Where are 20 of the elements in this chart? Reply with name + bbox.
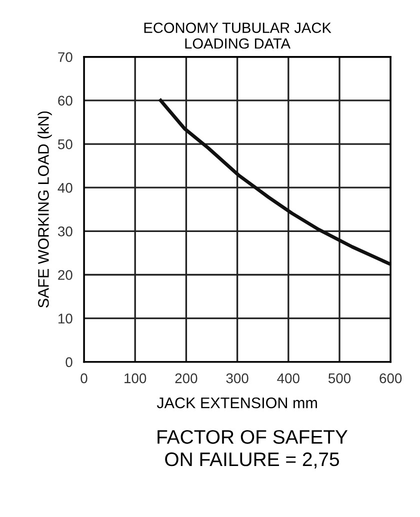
chart-title: ECONOMY TUBULAR JACK LOADING DATA: [144, 22, 332, 49]
x-tick-label: 300: [226, 373, 248, 384]
x-tick-label: 0: [80, 373, 88, 384]
y-tick-label: 10: [58, 314, 72, 324]
y-tick-label: 70: [58, 52, 72, 62]
y-axis-title: SAFE WORKING LOAD (kN): [38, 111, 52, 308]
x-axis-title: JACK EXTENSION mm: [156, 397, 317, 408]
x-tick-label: 600: [380, 373, 402, 384]
line-series: [158, 98, 391, 266]
x-tick-label: 100: [124, 373, 146, 384]
y-tick-label: 40: [58, 182, 72, 193]
y-tick-label: 20: [58, 270, 72, 280]
x-tick-label: 500: [328, 373, 351, 384]
y-tick-label: 0: [66, 357, 72, 368]
x-tick-label: 400: [277, 373, 300, 384]
y-tick-label: 30: [58, 226, 72, 236]
y-tick-label: 60: [58, 96, 72, 106]
x-tick-label: 200: [175, 373, 198, 384]
text: FACTOR OF SAFETY ON FAILURE = 2,75: [158, 430, 348, 468]
y-tick-label: 50: [58, 139, 72, 150]
